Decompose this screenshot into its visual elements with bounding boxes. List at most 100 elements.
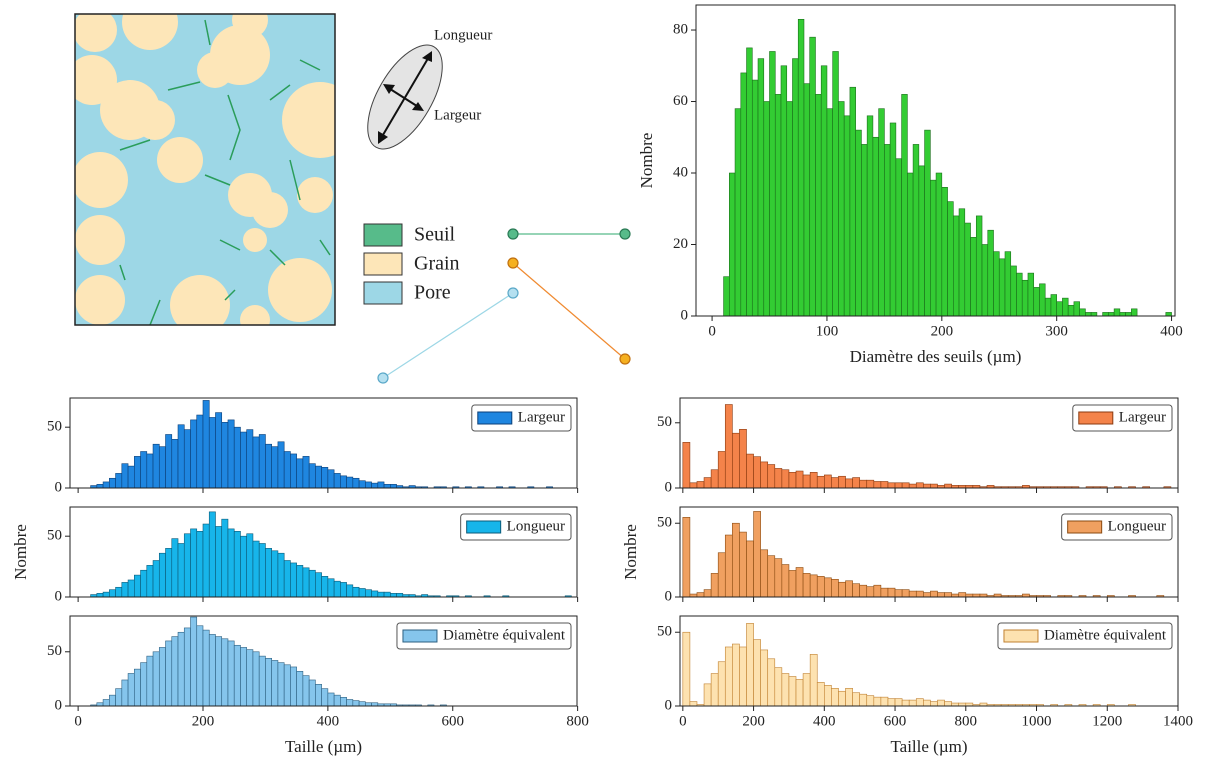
x-tick-label: 200 <box>931 323 954 339</box>
bar <box>901 94 908 317</box>
axes-frame <box>69 506 578 598</box>
legend-swatch <box>466 520 502 534</box>
bar <box>1079 308 1086 317</box>
bar <box>1016 272 1023 317</box>
bar <box>723 276 730 317</box>
bar <box>190 528 198 598</box>
bar <box>196 531 204 598</box>
bar <box>315 684 322 707</box>
bar <box>832 51 839 317</box>
bar <box>346 584 354 598</box>
bar <box>880 481 889 489</box>
bar <box>1021 279 1029 317</box>
bar <box>824 685 832 707</box>
bar <box>717 552 726 598</box>
bar <box>277 441 285 489</box>
bar <box>958 208 966 317</box>
bar <box>809 574 818 598</box>
bar <box>102 699 110 707</box>
bar <box>901 699 910 707</box>
bar <box>258 434 266 489</box>
y-tick-label: 60 <box>673 93 688 109</box>
bar <box>855 129 862 317</box>
bar <box>258 543 266 598</box>
bar <box>171 439 179 489</box>
bar <box>115 473 123 489</box>
legend-label: Largeur <box>518 409 565 425</box>
bar <box>158 647 166 707</box>
bar <box>246 649 254 707</box>
bar <box>816 475 825 489</box>
bar <box>781 564 790 598</box>
bar <box>866 115 874 317</box>
bar <box>158 552 166 598</box>
bar <box>915 590 924 598</box>
bar <box>746 540 754 598</box>
bar <box>873 696 882 707</box>
bar <box>958 592 967 598</box>
bar <box>935 172 943 317</box>
bar <box>763 101 770 317</box>
bar <box>315 572 322 598</box>
axes-frame <box>679 397 1179 489</box>
bar <box>696 481 705 489</box>
bar <box>703 683 712 707</box>
bar <box>134 574 141 598</box>
bar <box>121 463 129 489</box>
bar <box>265 548 272 598</box>
bar <box>908 483 917 489</box>
bar <box>202 400 210 489</box>
bar <box>215 526 223 598</box>
axes-frame <box>695 4 1176 317</box>
legend: Longueur <box>1061 513 1173 541</box>
bar <box>753 639 761 707</box>
bar <box>152 560 160 598</box>
bar <box>308 463 316 489</box>
bar <box>352 586 360 598</box>
bar <box>327 578 335 598</box>
histogram-panel: 0 50 Largeur <box>657 397 1179 495</box>
bar <box>845 580 853 598</box>
bar <box>165 640 173 707</box>
bar <box>915 482 924 489</box>
bar <box>724 534 733 598</box>
bar <box>838 101 845 317</box>
bar <box>908 699 917 707</box>
bar <box>843 115 851 317</box>
bar <box>340 475 347 489</box>
bar <box>838 475 846 489</box>
histogram-panel: 0 50 0 200 400 600 800 1000 1200 1400 Taille (µm) D… <box>657 615 1193 756</box>
bar <box>1073 301 1080 317</box>
bar <box>246 429 254 489</box>
bar <box>689 701 698 707</box>
y-tick-label: 50 <box>657 624 672 640</box>
legend-label: Pore <box>414 282 451 304</box>
bar <box>346 699 354 707</box>
bar <box>115 688 123 707</box>
bar <box>918 165 925 317</box>
bar <box>1067 304 1075 317</box>
bar <box>283 451 291 489</box>
bar <box>371 482 379 489</box>
bar <box>246 533 254 598</box>
legend-label: Longueur <box>507 518 565 534</box>
bar <box>753 511 761 598</box>
bar <box>258 655 266 707</box>
bar <box>352 700 360 707</box>
bar <box>740 72 747 317</box>
bar <box>729 172 736 317</box>
bar <box>1108 312 1115 317</box>
x-tick-label: 800 <box>955 713 978 729</box>
bar <box>1165 312 1172 317</box>
bar <box>774 558 783 598</box>
legend-box <box>997 622 1173 650</box>
bar <box>795 567 804 598</box>
bar <box>158 446 166 489</box>
bar <box>739 646 747 707</box>
bar <box>265 657 272 707</box>
bar <box>803 83 811 317</box>
x-tick-label: 400 <box>1160 323 1183 339</box>
bar <box>215 636 223 707</box>
bar <box>930 701 938 707</box>
